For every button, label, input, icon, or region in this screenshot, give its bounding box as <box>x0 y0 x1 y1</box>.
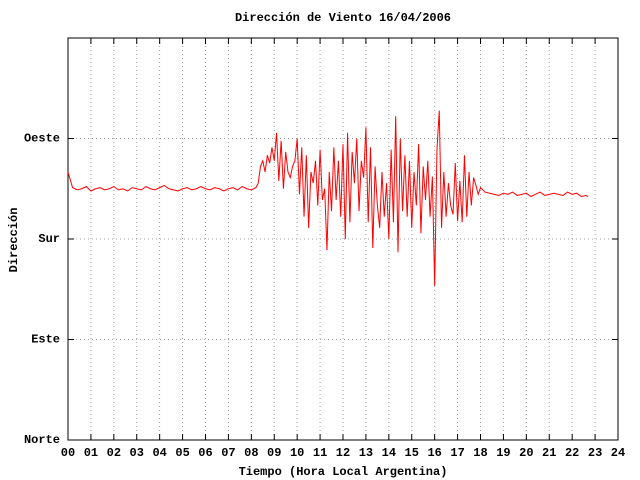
y-tick-label: Norte <box>24 433 60 447</box>
x-tick-label: 14 <box>382 446 396 460</box>
x-tick-label: 00 <box>61 446 75 460</box>
x-tick-label: 08 <box>244 446 258 460</box>
x-tick-label: 05 <box>175 446 189 460</box>
plot-frame <box>67 37 619 441</box>
x-tick-label: 21 <box>542 446 556 460</box>
data-line <box>67 110 589 286</box>
x-tick-label: 13 <box>359 446 373 460</box>
x-tick-label: 07 <box>221 446 235 460</box>
chart-title: Dirección de Viento 16/04/2006 <box>235 11 451 25</box>
x-tick-label: 02 <box>107 446 121 460</box>
x-tick-label: 15 <box>405 446 419 460</box>
x-tick-label: 16 <box>427 446 441 460</box>
x-tick-label: 11 <box>313 446 327 460</box>
x-tick-label: 06 <box>198 446 212 460</box>
y-tick-label: Oeste <box>24 132 60 146</box>
x-tick-label: 17 <box>450 446 464 460</box>
x-tick-label: 19 <box>496 446 510 460</box>
y-tick-label: Este <box>31 333 60 347</box>
x-tick-label: 24 <box>611 446 625 460</box>
y-axis-label: Dirección <box>7 208 21 273</box>
x-tick-label: 04 <box>152 446 166 460</box>
x-tick-label: 20 <box>519 446 533 460</box>
x-tick-label: 23 <box>588 446 602 460</box>
x-axis-label: Tiempo (Hora Local Argentina) <box>239 465 448 479</box>
x-tick-label: 01 <box>84 446 98 460</box>
x-tick-label: 12 <box>336 446 350 460</box>
x-tick-label: 22 <box>565 446 579 460</box>
y-tick-label: Sur <box>38 232 60 246</box>
x-tick-label: 10 <box>290 446 304 460</box>
x-tick-label: 09 <box>267 446 281 460</box>
x-tick-label: 03 <box>130 446 144 460</box>
x-tick-label: 18 <box>473 446 487 460</box>
